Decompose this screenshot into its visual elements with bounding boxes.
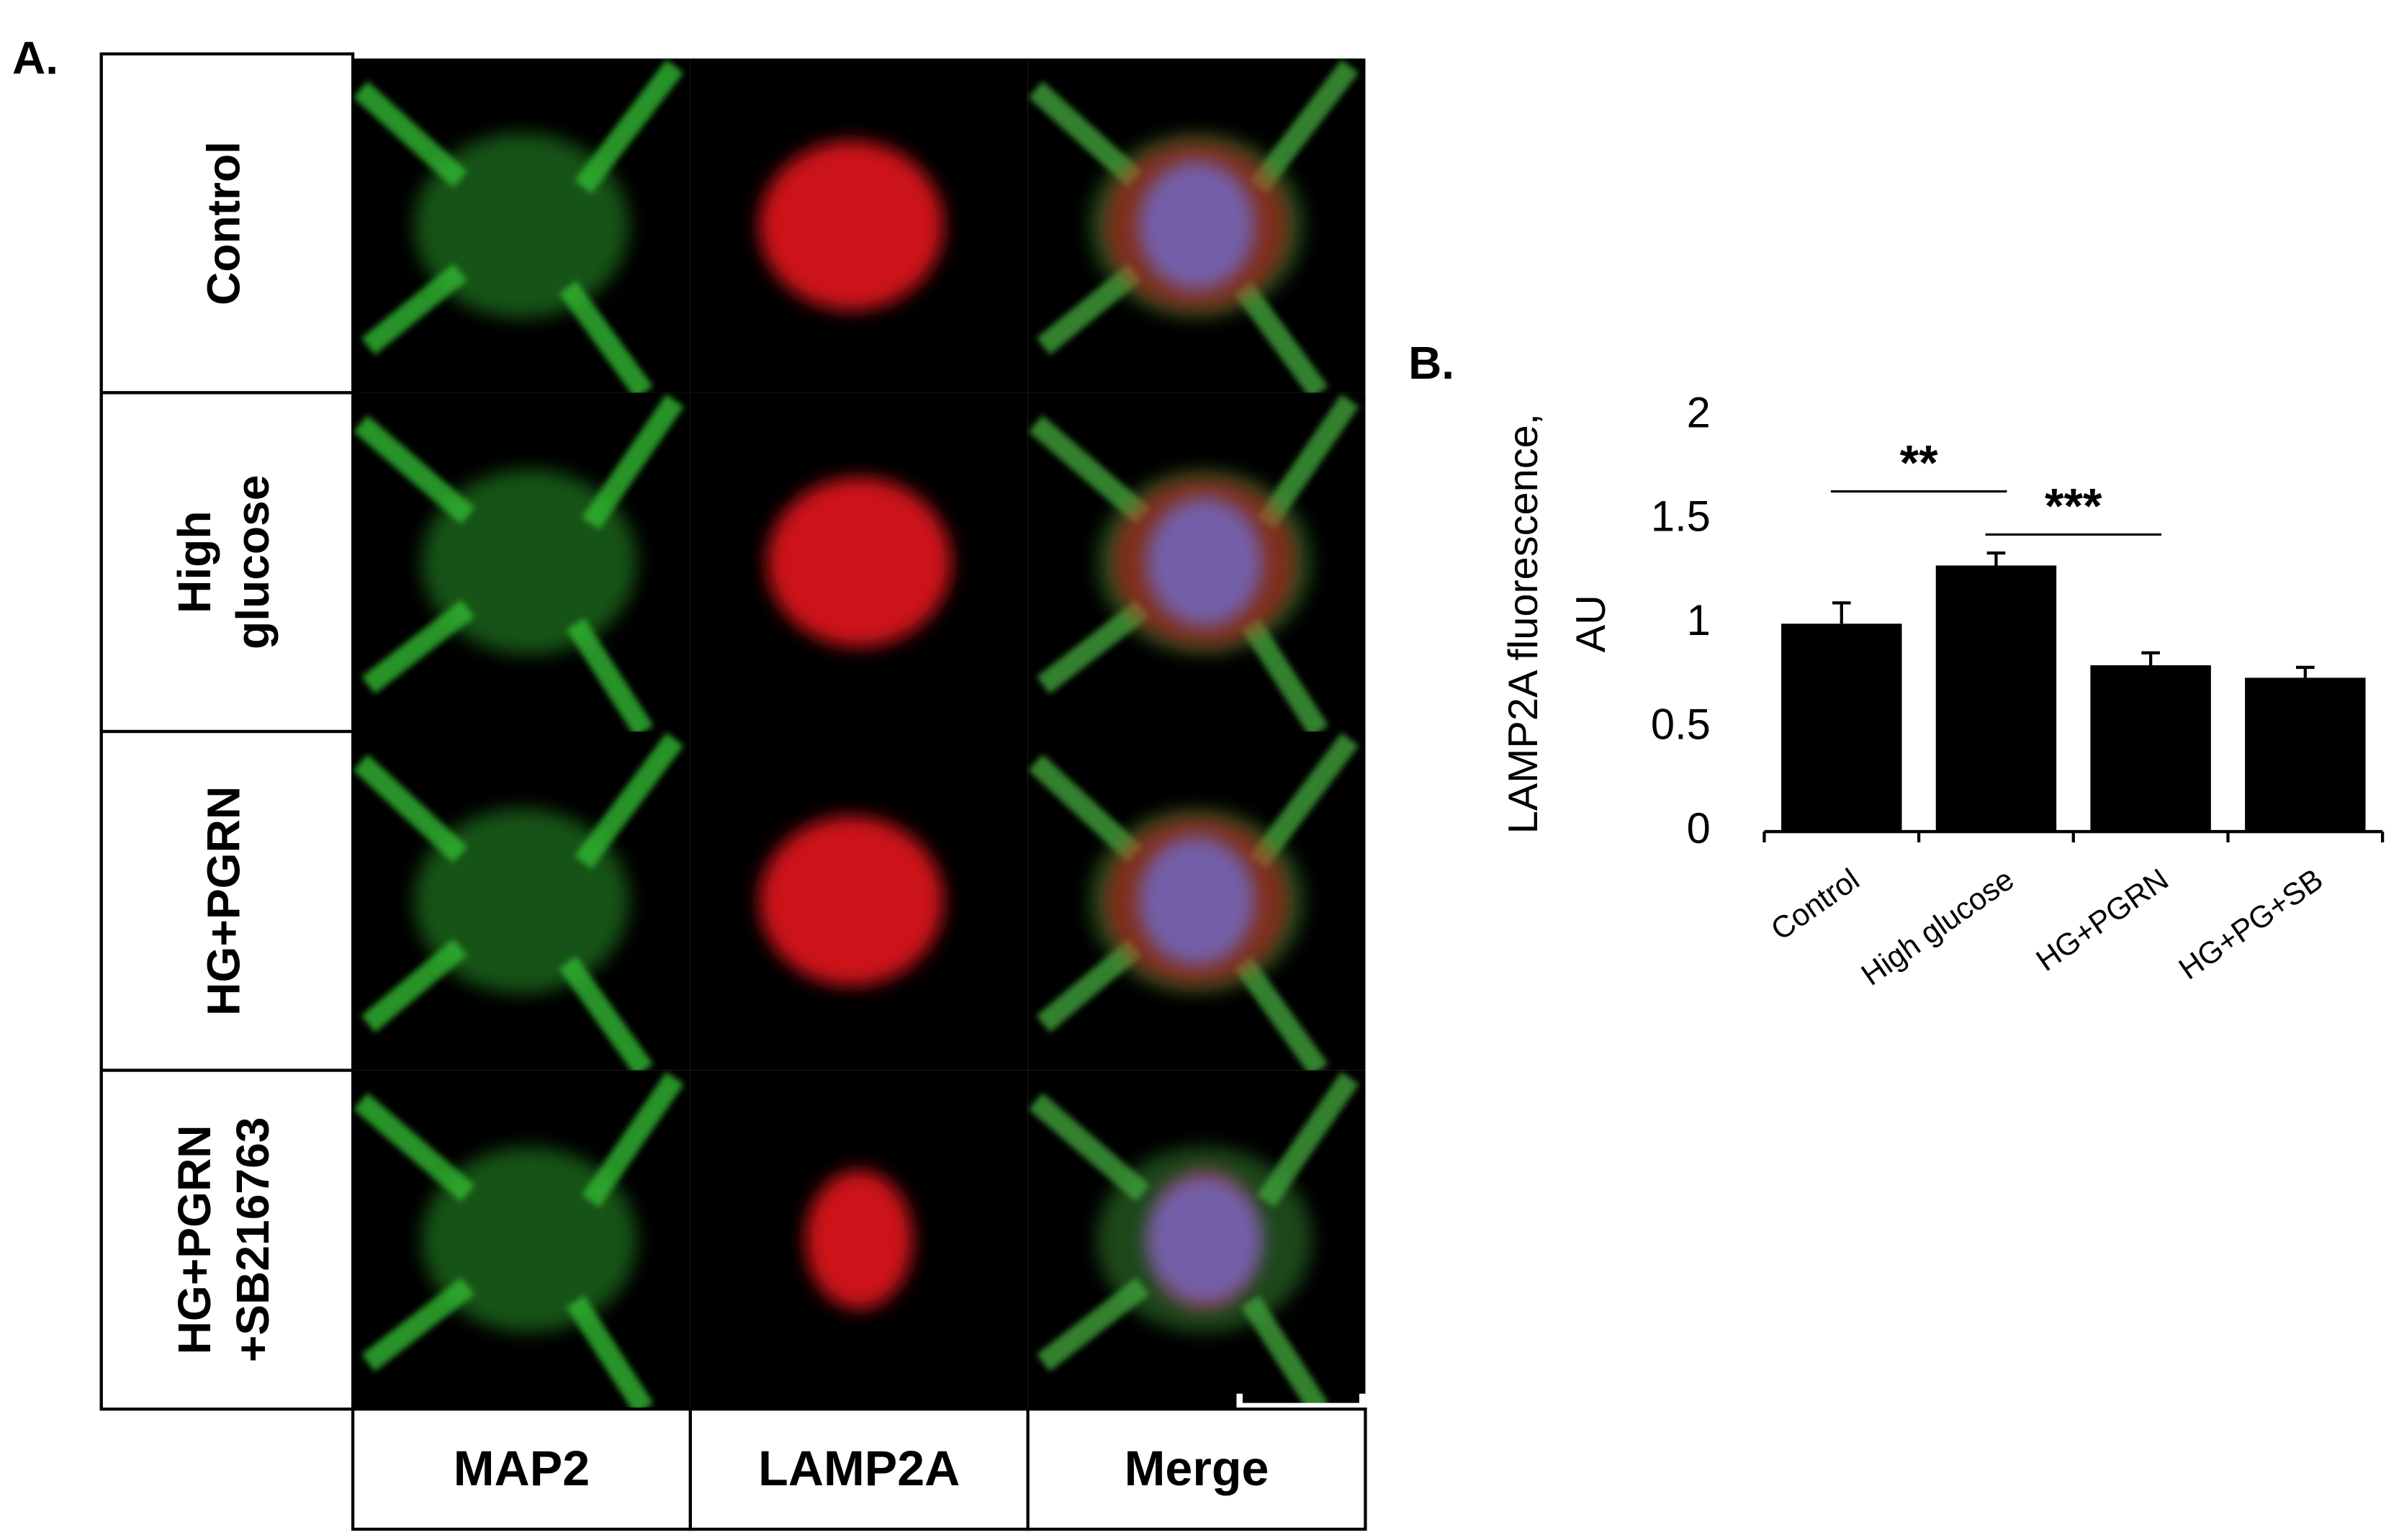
- micrograph: [690, 58, 1028, 393]
- column-label: LAMP2A: [758, 1441, 960, 1496]
- y-tick-label: 2: [1687, 388, 1711, 436]
- x-tick-label: HG+PG+SB: [2173, 862, 2330, 986]
- x-tick-label: HG+PGRN: [2030, 862, 2175, 978]
- panel-label: A.: [12, 32, 58, 84]
- column-label: Merge: [1125, 1441, 1269, 1496]
- micrograph: [690, 731, 1028, 1071]
- column-label-box: [351, 1408, 693, 1531]
- micrograph: [353, 731, 690, 1077]
- micrograph: [1027, 392, 1366, 738]
- panel-label: B.: [1408, 337, 1454, 389]
- error-bar: [2141, 651, 2160, 666]
- y-axis-label-line: LAMP2A fluorescence,: [1500, 413, 1547, 834]
- bar: [2245, 677, 2366, 832]
- y-tick-label: 0.5: [1651, 700, 1711, 748]
- row-label: HG+PGRN: [197, 786, 249, 1016]
- row-label-line: +SB216763: [227, 1117, 279, 1363]
- micrograph: [353, 392, 690, 738]
- column-label: MAP2: [454, 1441, 590, 1496]
- error-bar: [2296, 665, 2315, 678]
- row-label: HG+PGRN +SB216763: [168, 1117, 279, 1363]
- micrograph: [353, 58, 690, 400]
- bar: [1935, 565, 2057, 832]
- row-label: High glucose: [168, 475, 279, 649]
- row-label-box: [99, 52, 355, 395]
- row-label-line: glucose: [227, 475, 279, 649]
- y-axis-label-line: AU: [1568, 595, 1614, 652]
- micrograph: [690, 1070, 1028, 1410]
- significance-label: **: [1900, 436, 1938, 490]
- row-label-line: HG+PGRN: [197, 786, 249, 1016]
- x-tick-label: Control: [1765, 862, 1865, 947]
- y-tick-label: 0: [1687, 804, 1711, 852]
- row-label-box: [99, 1068, 355, 1411]
- micrograph: [1027, 731, 1366, 1077]
- y-axis-label: LAMP2A fluorescence, AU: [1500, 413, 1614, 834]
- y-tick-label: 1: [1687, 596, 1711, 644]
- micrograph: [353, 1070, 690, 1415]
- y-tick-label: 1.5: [1651, 492, 1711, 541]
- micrograph: [690, 392, 1028, 732]
- row-label-line: Control: [197, 141, 249, 305]
- column-label-box: [688, 1408, 1030, 1531]
- micrograph: [1027, 58, 1366, 400]
- row-label-line: HG+PGRN: [168, 1125, 220, 1354]
- x-tick-label: High glucose: [1855, 862, 2020, 992]
- row-label-box: [99, 391, 355, 734]
- row-label: Control: [197, 141, 249, 305]
- error-bar: [1832, 601, 1851, 624]
- bar-chart: 0 0.5 1 1.5 2 LAMP2A fluorescence, AU ControlHi…: [1500, 388, 2385, 993]
- error-bar: [1986, 551, 2006, 566]
- bar: [2090, 665, 2211, 832]
- row-label-box: [99, 729, 355, 1072]
- column-label-box: [1026, 1408, 1367, 1531]
- bar: [1781, 623, 1902, 832]
- row-label-line: High: [168, 510, 220, 613]
- micrograph: [1027, 1070, 1366, 1415]
- significance-label: ***: [2045, 479, 2102, 533]
